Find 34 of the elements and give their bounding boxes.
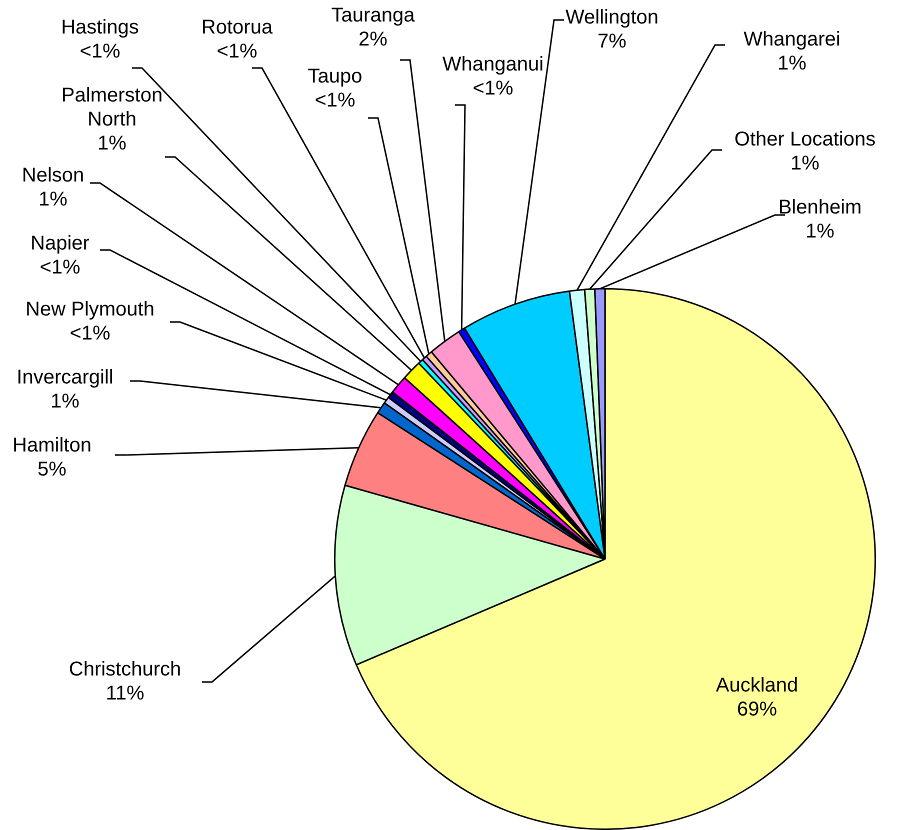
slice-label: Nelson: [22, 164, 84, 187]
slice-label: Hamilton: [12, 434, 92, 457]
slice-label: New Plymouth: [26, 298, 154, 321]
data-label: <1%: [314, 90, 356, 112]
data-label: <1%: [70, 322, 111, 345]
slice-label: Invercargill: [16, 366, 114, 389]
slice-label: Palmerston North: [61, 84, 163, 131]
data-label: 1%: [50, 390, 80, 413]
data-label: 1%: [98, 132, 127, 155]
data-label: 1%: [790, 152, 820, 175]
slice-label: Christchurch: [68, 658, 182, 681]
data-label: 1%: [806, 220, 835, 243]
slice-label: Tauranga: [331, 4, 416, 27]
slice-label: Rotorua: [201, 16, 274, 39]
data-label: <1%: [40, 256, 81, 279]
slice-label: Wellington: [565, 6, 659, 29]
data-label: 2%: [358, 28, 388, 51]
data-label: 11%: [106, 682, 144, 705]
slice-label: Auckland: [716, 674, 798, 697]
slice-label: Napier: [30, 232, 90, 255]
slice-label: Other Locations: [734, 128, 876, 151]
slice-label: Blenheim: [778, 196, 862, 219]
data-label: <1%: [216, 40, 258, 63]
slice-label: Whanganui: [442, 54, 544, 76]
slice-label: Hastings: [61, 16, 139, 39]
data-label: 69%: [736, 698, 778, 721]
data-label: <1%: [80, 40, 121, 63]
slice-label: Taupo: [308, 66, 362, 88]
data-label: 5%: [38, 458, 67, 481]
data-label: 1%: [778, 52, 807, 75]
data-label: 7%: [598, 30, 627, 53]
data-label: 1%: [38, 188, 68, 211]
slice-label: Whangarei: [744, 28, 840, 51]
data-label: <1%: [472, 78, 514, 100]
